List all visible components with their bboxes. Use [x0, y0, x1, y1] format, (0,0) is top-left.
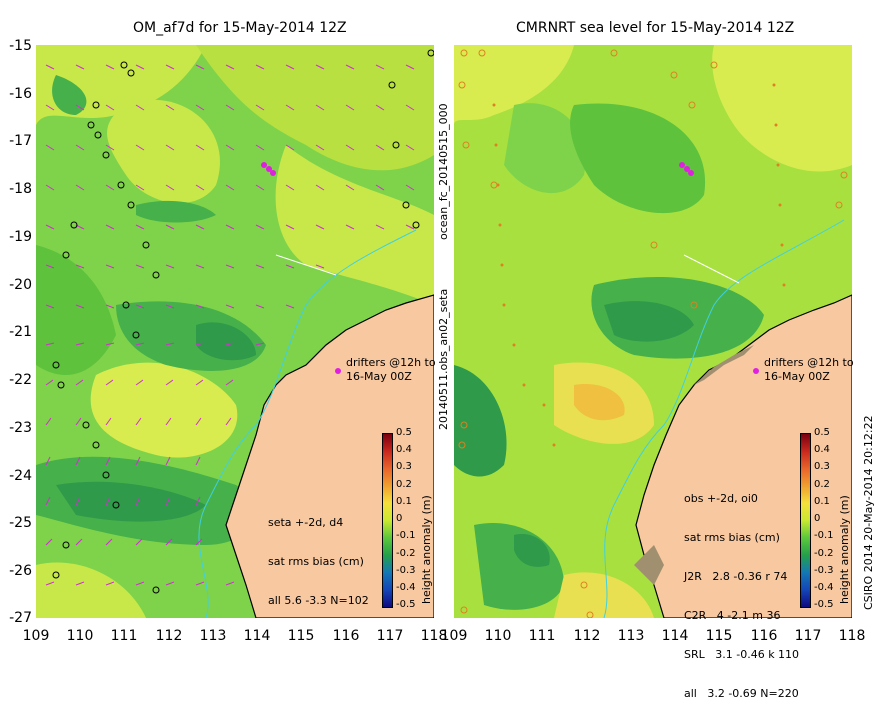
right-colorbar [800, 433, 811, 608]
colorbar-tick: -0.5 [396, 599, 416, 610]
drifter-note-line: 16-May 00Z [764, 370, 830, 383]
x-tick-label: 112 [155, 628, 183, 644]
stats-line: obs +-2d, oi0 [684, 492, 758, 505]
right-map-panel [454, 45, 852, 618]
x-tick-label: 115 [287, 628, 315, 644]
right-map-svg [454, 45, 852, 618]
y-tick-label: -26 [9, 563, 32, 579]
x-tick-label: 118 [838, 628, 866, 644]
x-tick-label: 111 [110, 628, 138, 644]
right-panel-title: CMRNRT sea level for 15-May-2014 12Z [516, 20, 795, 36]
stats-line: SRL 3.1 -0.46 k 110 [684, 648, 800, 661]
right-drifter-note-2: 16-May 00Z [764, 370, 830, 383]
x-tick-label: 117 [376, 628, 404, 644]
left-map-svg [36, 45, 434, 618]
colorbar-tick: 0.2 [814, 479, 830, 490]
left-colorbar [382, 433, 393, 608]
left-map-panel [36, 45, 434, 618]
x-tick-label: 110 [66, 628, 94, 644]
colorbar-tick: -0.3 [814, 565, 834, 576]
left-colorbar-label: height anomaly (m) [420, 495, 433, 604]
right-colorbar-label: height anomaly (m) [838, 495, 851, 604]
colorbar-tick: 0.3 [396, 461, 412, 472]
colorbar-tick: 0.1 [396, 496, 412, 507]
colorbar-tick: 0.4 [396, 444, 412, 455]
y-tick-label: -19 [9, 229, 32, 245]
x-tick-label: 117 [794, 628, 822, 644]
stats-line: C2R 4 -2.1 m 36 [684, 609, 781, 622]
left-drifter-note-2: 16-May 00Z [346, 370, 412, 383]
left-stats-block: seta +-2d, d4 sat rms bias (cm) all 5.6 … [268, 490, 369, 620]
colorbar-tick: -0.1 [396, 530, 416, 541]
stats-line: sat rms bias (cm) [684, 531, 780, 544]
x-tick-label: 109 [440, 628, 468, 644]
colorbar-tick: -0.1 [814, 530, 834, 541]
y-tick-label: -18 [9, 181, 32, 197]
stats-line: all 5.6 -3.3 N=102 [268, 594, 369, 607]
y-tick-label: -17 [9, 133, 32, 149]
colorbar-tick: 0.3 [814, 461, 830, 472]
left-panel-title: OM_af7d for 15-May-2014 12Z [133, 20, 347, 36]
stats-line: seta +-2d, d4 [268, 516, 344, 529]
x-tick-label: 116 [750, 628, 778, 644]
y-tick-label: -20 [9, 277, 32, 293]
colorbar-tick: -0.5 [814, 599, 834, 610]
x-tick-label: 109 [22, 628, 50, 644]
right-drifter-note: drifters @12h to [764, 356, 854, 369]
forecast-file-label: ocean_fc_20140515_000 [437, 103, 450, 240]
x-tick-label: 115 [705, 628, 733, 644]
right-stats-block: obs +-2d, oi0 sat rms bias (cm) J2R 2.8 … [684, 466, 799, 713]
x-tick-label: 112 [573, 628, 601, 644]
colorbar-tick: -0.4 [814, 582, 834, 593]
x-tick-label: 113 [617, 628, 645, 644]
y-tick-label: -22 [9, 372, 32, 388]
x-tick-label: 114 [661, 628, 689, 644]
y-tick-label: -24 [9, 468, 32, 484]
colorbar-tick: -0.4 [396, 582, 416, 593]
colorbar-tick: 0.4 [814, 444, 830, 455]
left-obs-markers [52, 49, 434, 594]
x-tick-label: 118 [420, 628, 448, 644]
colorbar-tick: 0.5 [396, 427, 412, 438]
colorbar-tick: 0.2 [396, 479, 412, 490]
x-tick-label: 111 [528, 628, 556, 644]
left-vector-field [45, 64, 415, 586]
stats-line: J2R 2.8 -0.36 r 74 [684, 570, 788, 583]
y-tick-label: -25 [9, 515, 32, 531]
obs-file-label: 20140511.obs_an02_seta [437, 288, 450, 430]
left-drifter-note: drifters @12h to [346, 356, 436, 369]
colorbar-tick: -0.3 [396, 565, 416, 576]
y-tick-label: -15 [9, 38, 32, 54]
credit-label: CSIRO 2014 20-May-2014 20:12:22 [862, 415, 875, 610]
colorbar-tick: -0.2 [814, 548, 834, 559]
y-tick-label: -16 [9, 86, 32, 102]
y-tick-label: -21 [9, 324, 32, 340]
right-track-dots [492, 83, 786, 447]
y-tick-label: -27 [9, 610, 32, 626]
y-tick-label: -23 [9, 420, 32, 436]
x-tick-label: 110 [484, 628, 512, 644]
drifter-note-line: 16-May 00Z [346, 370, 412, 383]
colorbar-tick: -0.2 [396, 548, 416, 559]
colorbar-tick: 0 [814, 513, 821, 524]
stats-line: sat rms bias (cm) [268, 555, 364, 568]
colorbar-tick: 0.5 [814, 427, 830, 438]
stats-line: all 3.2 -0.69 N=220 [684, 687, 799, 700]
colorbar-tick: 0 [396, 513, 403, 524]
x-tick-label: 116 [332, 628, 360, 644]
x-tick-label: 114 [243, 628, 271, 644]
x-tick-label: 113 [199, 628, 227, 644]
drifter-note-line: drifters @12h to [346, 356, 436, 369]
colorbar-tick: 0.1 [814, 496, 830, 507]
drifter-note-line: drifters @12h to [764, 356, 854, 369]
